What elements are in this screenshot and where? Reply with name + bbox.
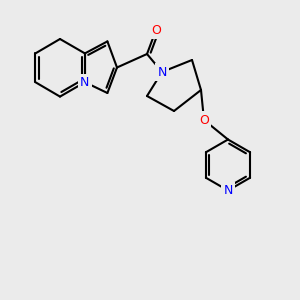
- Text: N: N: [157, 65, 167, 79]
- Text: N: N: [80, 76, 90, 89]
- Text: O: O: [151, 23, 161, 37]
- Text: N: N: [223, 184, 233, 197]
- Text: O: O: [199, 113, 209, 127]
